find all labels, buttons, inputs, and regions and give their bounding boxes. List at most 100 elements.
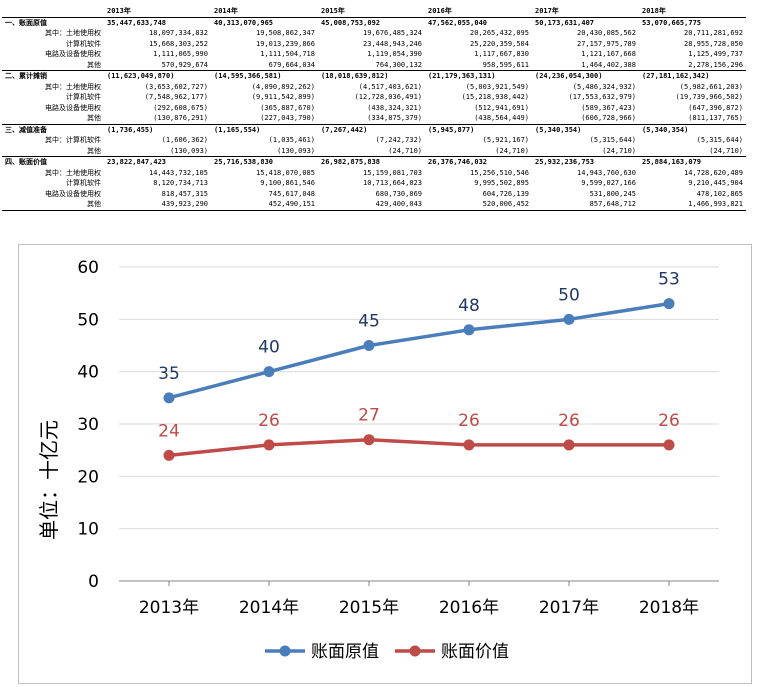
- row-label: 计算机软件: [66, 93, 101, 102]
- table-cell: 745,617,048: [268, 189, 315, 198]
- row-label: 电路及设备使用权: [45, 50, 101, 59]
- data-label: 24: [158, 421, 180, 441]
- section-total-cell: (27,181,162,342): [639, 70, 746, 82]
- table-row: 其他 (130,876,291) (227,043,790) (334,875,379…: [2, 113, 746, 124]
- header-year: 2014年: [211, 6, 318, 18]
- intangible-assets-table-area: 2013年 2014年 2015年 2016年 2017年 2018年 一、账面…: [2, 6, 746, 211]
- table-cell: 1,119,054,390: [367, 50, 422, 59]
- section-total-cell: 40,313,070,965: [211, 16, 318, 28]
- y-tick-label: 50: [77, 310, 99, 330]
- table-cell: 9,995,502,895: [474, 179, 529, 188]
- table-cell: (606,728,966): [581, 114, 636, 123]
- table-cell: (130,093): [277, 146, 315, 155]
- data-point: [263, 366, 275, 378]
- table-cell: (24,710): [602, 146, 636, 155]
- table-cell: (24,710): [388, 146, 422, 155]
- gridlines: [119, 266, 719, 582]
- section-total-cell: (18,018,639,812): [318, 70, 425, 82]
- row-label: 其他: [87, 114, 101, 123]
- table-cell: 570,929,674: [161, 60, 208, 69]
- intangible-assets-table: 2013年 2014年 2015年 2016年 2017年 2018年 一、账面…: [2, 6, 746, 211]
- header-corner: [2, 6, 104, 18]
- row-label: 电路及设备使用权: [45, 189, 101, 198]
- table-cell: (1,606,362): [161, 136, 208, 145]
- table-row: 计算机软件 8,120,734,713 9,100,861,546 10,713,66…: [2, 178, 746, 189]
- y-tick-label: 20: [77, 467, 99, 487]
- table-row: 电路及设备使用权 1,111,065,990 1,111,504,718 1,119,…: [2, 49, 746, 60]
- table-cell: 14,728,620,489: [683, 168, 743, 177]
- table-cell: (5,315,644): [589, 136, 636, 145]
- x-tick-label: 2018年: [639, 598, 699, 618]
- row-label: 其他: [2, 199, 104, 211]
- table-cell: 8,120,734,713: [153, 179, 208, 188]
- data-label: 48: [458, 296, 480, 316]
- section-total-cell: 26,982,875,838: [318, 156, 425, 168]
- table-cell: 1,466,993,821: [639, 199, 746, 211]
- table-cell: 439,923,290: [104, 199, 211, 211]
- row-label: 其中：土地使用权: [45, 82, 101, 91]
- data-point: [663, 439, 675, 451]
- section-total-cell: 26,376,746,032: [425, 156, 532, 168]
- x-tick-label: 2016年: [439, 598, 499, 618]
- table-cell: 14,443,732,105: [148, 168, 208, 177]
- table-cell: 958,595,611: [482, 60, 529, 69]
- section-total-cell: (1,165,554): [211, 123, 318, 135]
- table-cell: 452,490,151: [211, 199, 318, 211]
- table-row: 其他 (130,093) (130,093) (24,710) (24,710) (24,…: [2, 146, 746, 157]
- section-label: 二、累计摊销: [2, 70, 104, 82]
- chart-frame: 0 10 20 30 40 50 60 2013年 2014年 2015年 2016年 2017年 2…: [18, 244, 752, 684]
- table-cell: (24,710): [709, 146, 743, 155]
- table-cell: 520,006,452: [425, 199, 532, 211]
- table-cell: (438,564,449): [474, 114, 529, 123]
- y-axis-ticks: 0 10 20 30 40 50 60: [77, 258, 99, 592]
- table-cell: 25,220,359,504: [469, 39, 529, 48]
- section-label: 三、减值准备: [2, 123, 104, 135]
- series-line-1: [168, 301, 670, 400]
- table-cell: 1,111,504,718: [260, 50, 315, 59]
- y-tick-label: 0: [88, 572, 99, 592]
- data-point: [563, 439, 575, 451]
- section-total-cell: 23,822,847,423: [104, 156, 211, 168]
- table-cell: (811,137,765): [688, 114, 743, 123]
- table-cell: 20,265,432,095: [469, 29, 529, 38]
- table-row: 电路及设备使用权 818,457,315 745,617,048 680,730,06…: [2, 189, 746, 200]
- data-label: 26: [558, 411, 580, 431]
- series-line-2: [168, 437, 669, 458]
- table-cell: (438,324,321): [367, 103, 422, 112]
- table-row: 计算机软件 (7,548,962,177) (9,911,542,899) (12,7…: [2, 92, 746, 103]
- table-cell: (1,035,461): [268, 136, 315, 145]
- data-label: 26: [458, 411, 480, 431]
- table-cell: 23,448,943,246: [362, 39, 422, 48]
- table-cell: (12,728,036,491): [354, 93, 422, 102]
- row-label: 计算机软件: [66, 39, 101, 48]
- table-section-row: 二、累计摊销 (11,623,049,870) (14,595,366,581) (1…: [2, 70, 746, 82]
- data-point: [163, 392, 175, 404]
- table-row: 其中：土地使用权 14,443,732,105 15,418,070,085 15,1…: [2, 168, 746, 179]
- header-year: 2015年: [318, 6, 425, 18]
- table-cell: 15,668,303,252: [148, 39, 208, 48]
- table-cell: 28,955,728,050: [683, 39, 743, 48]
- section-total-cell: 25,716,538,830: [211, 156, 318, 168]
- section-total-cell: 25,884,163,079: [639, 156, 746, 168]
- section-total-cell: (5,340,354): [639, 123, 746, 135]
- table-cell: (292,608,675): [153, 103, 208, 112]
- row-label: 电路及设备使用权: [45, 103, 101, 112]
- table-cell: 19,508,862,347: [255, 29, 315, 38]
- section-total-cell: (11,623,049,870): [104, 70, 211, 82]
- data-point: [363, 340, 375, 351]
- row-label: 其他: [87, 146, 101, 155]
- table-cell: (227,043,790): [260, 114, 315, 123]
- table-cell: 1,117,667,830: [474, 50, 529, 59]
- table-cell: 818,457,315: [161, 189, 208, 198]
- data-label: 40: [258, 338, 280, 358]
- table-cell: 18,097,334,832: [148, 29, 208, 38]
- legend-label: 账面原值: [311, 642, 379, 662]
- row-label: 其中：土地使用权: [45, 168, 101, 177]
- table-cell: 19,013,239,866: [255, 39, 315, 48]
- table-cell: 10,713,664,023: [362, 179, 422, 188]
- section-total-cell: 47,562,055,040: [425, 16, 532, 28]
- table-cell: 15,418,070,085: [255, 168, 315, 177]
- table-row: 其中：计算机软件 (1,606,362) (1,035,461) (7,242,732…: [2, 135, 746, 146]
- table-cell: (17,553,632,979): [568, 93, 636, 102]
- table-header-row: 2013年 2014年 2015年 2016年 2017年 2018年: [2, 6, 746, 18]
